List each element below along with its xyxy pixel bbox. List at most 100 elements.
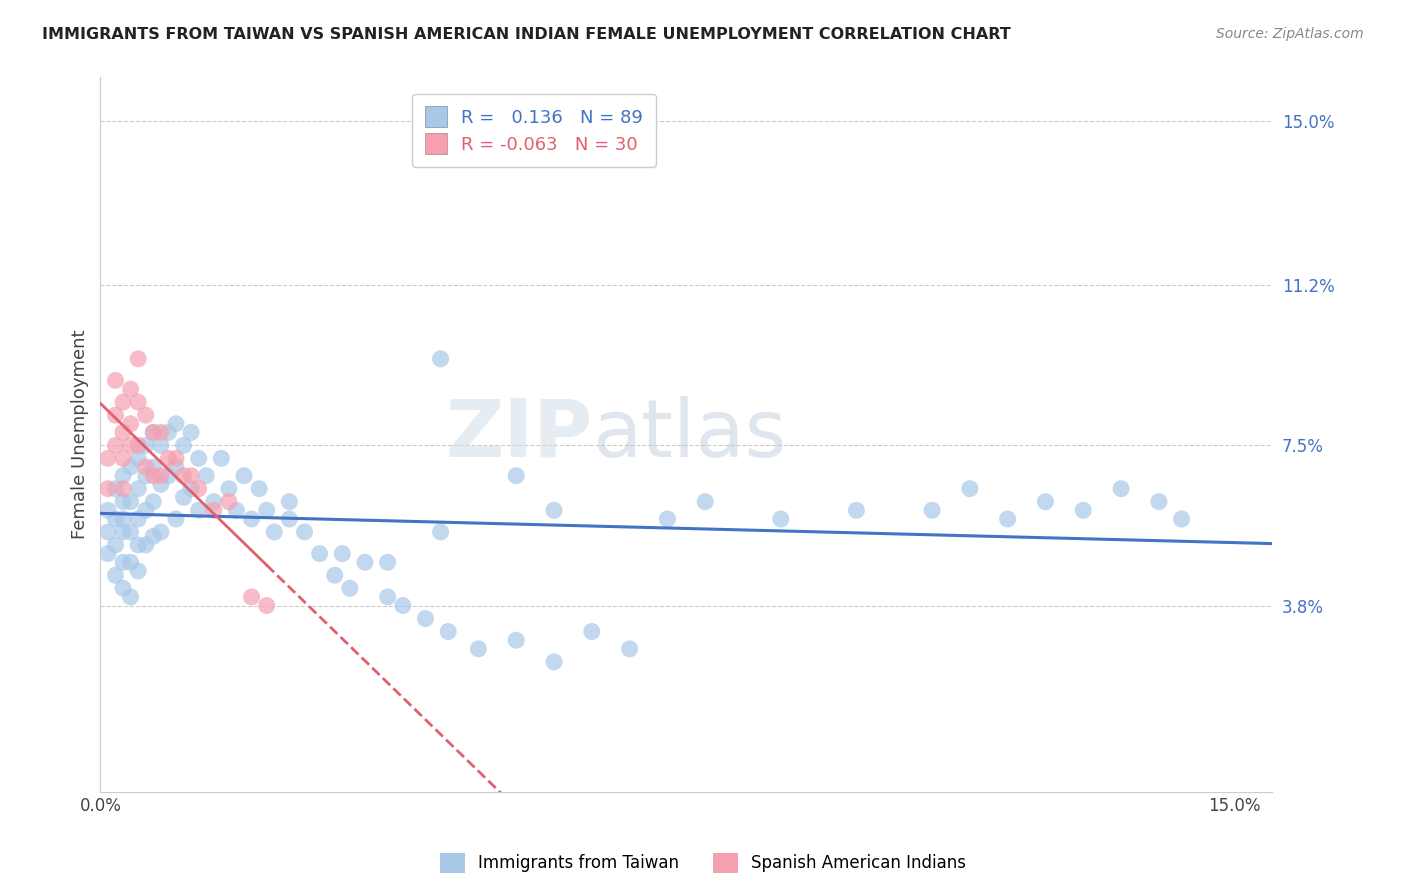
Point [127,438,149,452]
Point [308,547,330,561]
Point [97,503,120,517]
Point [505,633,527,648]
Point [1147,494,1170,508]
Point [120,494,142,508]
Point [112,581,135,595]
Point [149,468,172,483]
Point [354,555,377,569]
Point [120,555,142,569]
Point [149,477,172,491]
Point [467,641,489,656]
Point [104,374,127,388]
Point [263,524,285,539]
Point [581,624,603,639]
Point [112,482,135,496]
Point [202,494,225,508]
Point [959,482,981,496]
Legend: Immigrants from Taiwan, Spanish American Indians: Immigrants from Taiwan, Spanish American… [433,847,973,880]
Point [127,482,149,496]
Legend: R =   0.136   N = 89, R = -0.063   N = 30: R = 0.136 N = 89, R = -0.063 N = 30 [412,94,655,167]
Point [165,460,187,475]
Point [104,438,127,452]
Point [225,503,247,517]
Point [112,555,135,569]
Point [149,524,172,539]
Point [97,482,120,496]
Point [142,529,165,543]
Point [165,417,187,431]
Point [294,524,316,539]
Point [135,460,157,475]
Point [149,425,172,440]
Point [330,547,353,561]
Point [377,590,399,604]
Point [127,564,149,578]
Point [240,512,263,526]
Point [157,468,180,483]
Point [120,382,142,396]
Point [1071,503,1094,517]
Point [135,503,157,517]
Text: ZIP: ZIP [446,395,592,474]
Point [429,351,451,366]
Point [149,438,172,452]
Point [97,524,120,539]
Point [142,494,165,508]
Point [657,512,679,526]
Point [142,460,165,475]
Point [135,408,157,422]
Text: IMMIGRANTS FROM TAIWAN VS SPANISH AMERICAN INDIAN FEMALE UNEMPLOYMENT CORRELATIO: IMMIGRANTS FROM TAIWAN VS SPANISH AMERIC… [42,27,1011,42]
Point [921,503,943,517]
Text: Source: ZipAtlas.com: Source: ZipAtlas.com [1216,27,1364,41]
Point [157,425,180,440]
Point [195,468,218,483]
Point [997,512,1019,526]
Point [135,438,157,452]
Point [505,468,527,483]
Point [104,538,127,552]
Point [127,395,149,409]
Point [97,547,120,561]
Point [187,451,209,466]
Point [1170,512,1192,526]
Point [218,482,240,496]
Point [120,590,142,604]
Point [845,503,868,517]
Point [112,451,135,466]
Point [120,524,142,539]
Point [233,468,256,483]
Point [437,624,460,639]
Point [619,641,641,656]
Text: atlas: atlas [592,395,787,474]
Point [391,599,413,613]
Point [187,482,209,496]
Point [377,555,399,569]
Point [1035,494,1057,508]
Point [180,468,202,483]
Point [173,491,195,505]
Point [97,451,120,466]
Point [127,451,149,466]
Point [202,503,225,517]
Point [157,451,180,466]
Point [543,655,565,669]
Point [127,351,149,366]
Point [112,425,135,440]
Point [104,408,127,422]
Point [120,438,142,452]
Y-axis label: Female Unemployment: Female Unemployment [72,330,89,540]
Point [323,568,346,582]
Point [112,512,135,526]
Point [256,503,278,517]
Point [142,425,165,440]
Point [104,482,127,496]
Point [127,538,149,552]
Point [339,581,361,595]
Point [187,503,209,517]
Point [104,512,127,526]
Point [142,468,165,483]
Point [120,460,142,475]
Point [112,524,135,539]
Point [165,512,187,526]
Point [429,524,451,539]
